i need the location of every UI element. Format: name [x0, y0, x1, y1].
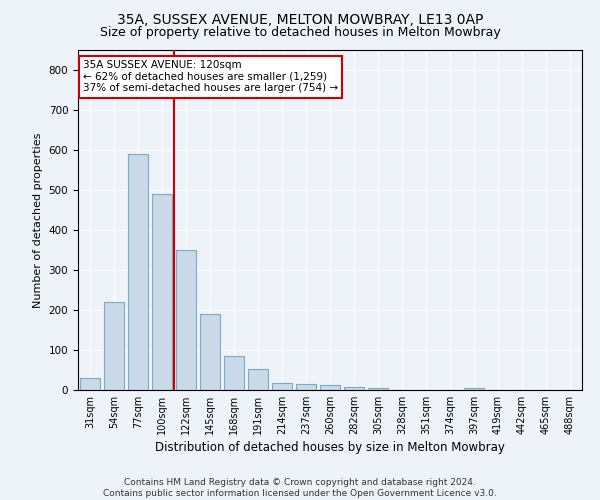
Bar — [200, 314, 220, 390]
Bar — [272, 383, 292, 390]
Text: 35A, SUSSEX AVENUE, MELTON MOWBRAY, LE13 0AP: 35A, SUSSEX AVENUE, MELTON MOWBRAY, LE13… — [117, 12, 483, 26]
Text: Size of property relative to detached houses in Melton Mowbray: Size of property relative to detached ho… — [100, 26, 500, 39]
Bar — [248, 369, 268, 390]
Text: Contains HM Land Registry data © Crown copyright and database right 2024.
Contai: Contains HM Land Registry data © Crown c… — [103, 478, 497, 498]
Bar — [128, 154, 148, 390]
Bar — [320, 385, 340, 390]
Bar — [104, 302, 124, 390]
Text: 35A SUSSEX AVENUE: 120sqm
← 62% of detached houses are smaller (1,259)
37% of se: 35A SUSSEX AVENUE: 120sqm ← 62% of detac… — [83, 60, 338, 94]
Bar — [176, 250, 196, 390]
Bar — [152, 194, 172, 390]
Bar — [80, 378, 100, 390]
Bar — [296, 384, 316, 390]
Bar — [344, 387, 364, 390]
Bar — [464, 388, 484, 390]
X-axis label: Distribution of detached houses by size in Melton Mowbray: Distribution of detached houses by size … — [155, 441, 505, 454]
Y-axis label: Number of detached properties: Number of detached properties — [33, 132, 43, 308]
Bar — [224, 356, 244, 390]
Bar — [368, 388, 388, 390]
